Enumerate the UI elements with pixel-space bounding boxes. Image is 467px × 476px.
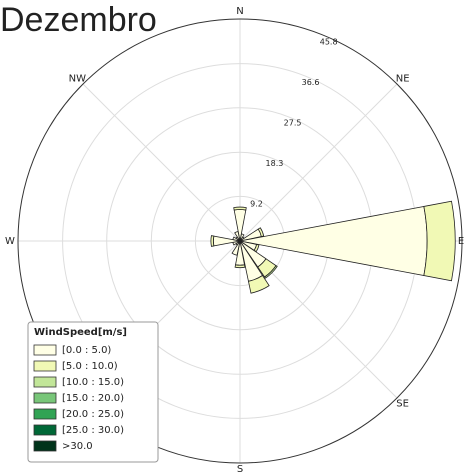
wedge bbox=[257, 227, 265, 237]
legend-swatch bbox=[33, 360, 57, 372]
legend-label: >30.0 bbox=[62, 441, 93, 452]
legend-label: [0.0 : 5.0) bbox=[62, 345, 111, 356]
legend-swatch bbox=[33, 424, 57, 436]
direction-label: E bbox=[458, 236, 464, 247]
labels: 9.2 18.3 27.5 36.6 45.8 N NE E SE S W NW bbox=[5, 6, 464, 475]
outer-ring bbox=[17, 18, 463, 464]
direction-label: NW bbox=[69, 73, 86, 84]
legend-label: [20.0 : 25.0) bbox=[62, 409, 124, 420]
legend-label: [15.0 : 20.0) bbox=[62, 393, 124, 404]
r-tick-label: 36.6 bbox=[302, 78, 320, 87]
wedge bbox=[234, 264, 246, 269]
legend-swatch bbox=[33, 392, 57, 404]
legend-label: [10.0 : 15.0) bbox=[62, 377, 124, 388]
direction-label: SE bbox=[396, 399, 409, 410]
r-tick-label: 27.5 bbox=[284, 118, 302, 127]
direction-label: NE bbox=[396, 73, 410, 84]
direction-label: W bbox=[5, 236, 15, 247]
r-tick-label: 45.8 bbox=[320, 37, 338, 46]
direction-label: S bbox=[237, 464, 243, 475]
wedge bbox=[264, 265, 278, 279]
legend-swatch bbox=[33, 440, 57, 452]
legend-box bbox=[27, 321, 159, 463]
legend: WindSpeed[m/s] [0.0 : 5.0) [5.0 : 10.0) [10… bbox=[27, 321, 159, 463]
wedge bbox=[253, 244, 260, 253]
legend-swatch bbox=[33, 376, 57, 388]
wedge bbox=[233, 206, 247, 211]
chart-title: Dezembro bbox=[0, 1, 157, 39]
direction-label: N bbox=[236, 6, 243, 17]
legend-label: [25.0 : 30.0) bbox=[62, 425, 124, 436]
legend-swatch bbox=[33, 408, 57, 420]
wedge bbox=[423, 200, 456, 282]
legend-label: [5.0 : 10.0) bbox=[62, 361, 118, 372]
legend-swatch bbox=[33, 344, 57, 356]
wedge bbox=[247, 274, 270, 294]
legend-title: WindSpeed[m/s] bbox=[34, 327, 127, 338]
wedge bbox=[234, 231, 241, 242]
wedges bbox=[210, 200, 456, 294]
r-tick-label: 9.2 bbox=[250, 199, 263, 208]
wedge bbox=[210, 235, 215, 247]
r-tick-label: 18.3 bbox=[266, 159, 284, 168]
